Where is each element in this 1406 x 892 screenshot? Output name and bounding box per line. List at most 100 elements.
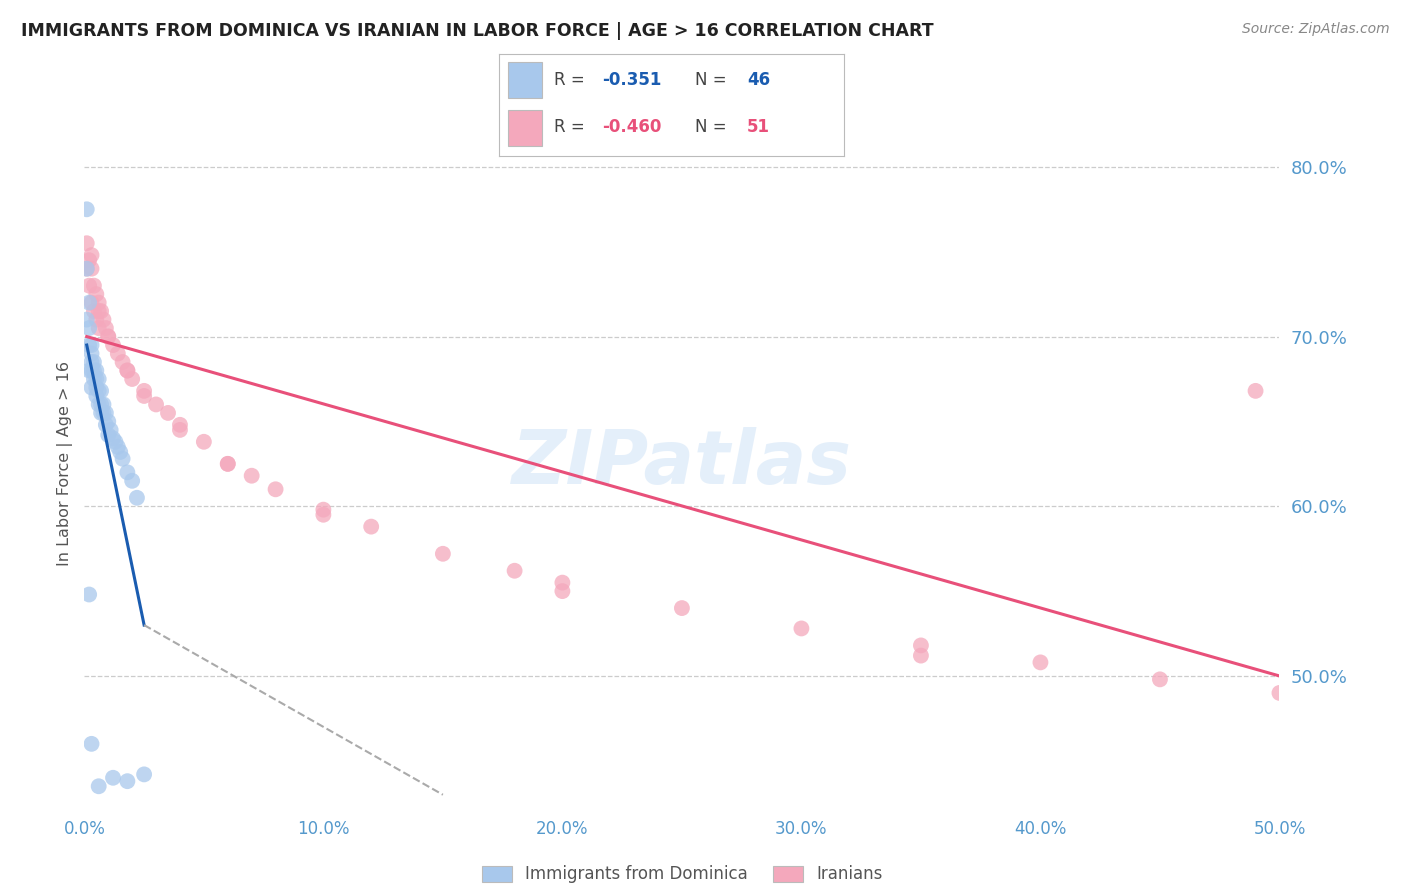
Point [76,236,98,251]
Point [90,406,112,420]
Point [790,622,813,636]
Point [80,737,103,751]
Point [94,321,117,335]
Point [90,397,112,411]
Point [86,363,108,377]
Point [107,346,129,360]
Point [97,329,120,343]
Point [76,202,98,217]
Point [93,312,115,326]
Point [86,312,108,326]
Point [87,372,110,386]
Y-axis label: In Labor Force | Age > 16: In Labor Force | Age > 16 [58,361,73,566]
Point [157,406,180,420]
Point [117,774,139,789]
Point [77,295,100,310]
Text: ZIPatlas: ZIPatlas [512,427,852,500]
Point [1244,384,1267,398]
Point [169,423,191,437]
Point [87,295,110,310]
Point [312,508,335,522]
Point [83,363,105,377]
Point [87,304,110,318]
Point [86,380,108,394]
Text: R =: R = [554,70,591,88]
Point [77,278,100,293]
Point [80,261,103,276]
Point [76,261,98,276]
Point [910,639,932,653]
Point [1029,656,1052,670]
Point [80,295,103,310]
Point [87,384,110,398]
Point [76,261,98,276]
Point [101,338,124,352]
Point [264,483,287,497]
Point [312,502,335,516]
Point [86,372,108,386]
Point [83,304,105,318]
Point [100,423,122,437]
Point [80,248,103,262]
Text: R =: R = [554,118,591,136]
Point [80,338,103,352]
Point [90,304,112,318]
Point [77,338,100,352]
Point [117,363,139,377]
Point [111,355,134,369]
Point [80,355,103,369]
Point [77,363,100,377]
Point [86,389,108,403]
Point [97,428,120,442]
Point [240,468,263,483]
Point [217,457,239,471]
Point [217,457,239,471]
Point [117,363,139,377]
Point [86,287,108,301]
Point [125,491,148,505]
Point [94,417,117,432]
FancyBboxPatch shape [508,62,543,97]
Text: IMMIGRANTS FROM DOMINICA VS IRANIAN IN LABOR FORCE | AGE > 16 CORRELATION CHART: IMMIGRANTS FROM DOMINICA VS IRANIAN IN L… [21,22,934,40]
Point [1268,686,1291,700]
Point [551,584,574,599]
Point [93,397,115,411]
Point [121,474,143,488]
Point [132,767,156,781]
Point [910,648,932,663]
Point [503,564,526,578]
Point [83,372,105,386]
Text: N =: N = [696,70,733,88]
Point [83,278,105,293]
Point [551,575,574,590]
Point [80,346,103,360]
Point [87,779,110,793]
Point [104,434,127,449]
Point [80,363,103,377]
Point [77,587,100,601]
Point [360,519,382,533]
Point [111,451,134,466]
Point [117,466,139,480]
Point [145,397,167,411]
Point [132,389,156,403]
Point [87,321,110,335]
Point [87,397,110,411]
Point [90,384,112,398]
Point [132,384,156,398]
Point [169,417,191,432]
FancyBboxPatch shape [508,110,543,145]
Point [97,329,120,343]
Point [80,380,103,394]
Text: N =: N = [696,118,733,136]
Point [671,601,693,615]
Point [121,372,143,386]
Point [93,406,115,420]
Text: Source: ZipAtlas.com: Source: ZipAtlas.com [1241,22,1389,37]
Point [101,431,124,445]
Text: -0.351: -0.351 [603,70,662,88]
Point [110,445,132,459]
Point [193,434,215,449]
Text: 46: 46 [747,70,770,88]
Point [76,312,98,326]
